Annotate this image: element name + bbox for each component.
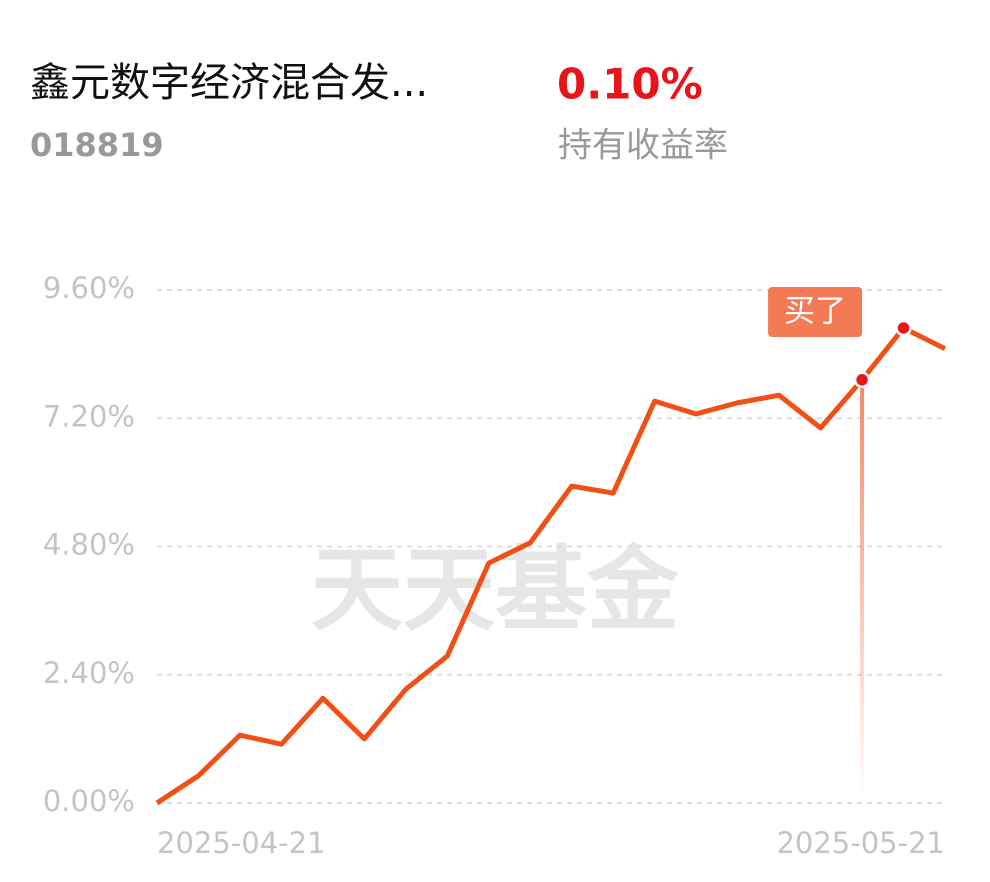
x-tick-label: 2025-04-21 bbox=[157, 826, 326, 860]
max-point bbox=[895, 319, 912, 337]
buy-tag: 买了 bbox=[784, 294, 846, 330]
fund-title: 鑫元数字经济混合发... bbox=[30, 60, 428, 106]
watermark: 天天基金 bbox=[311, 536, 680, 643]
return-label: 持有收益率 bbox=[558, 126, 728, 166]
line bbox=[155, 325, 947, 806]
return-value: 0.10% bbox=[557, 60, 703, 109]
x-tick-label: 2025-05-21 bbox=[776, 826, 945, 860]
y-tick-label: 2.40% bbox=[43, 656, 135, 690]
y-tick-label: 9.60% bbox=[43, 271, 135, 305]
fund-code: 018819 bbox=[30, 126, 164, 164]
y-tick-label: 7.20% bbox=[43, 399, 135, 433]
y-tick-label: 4.80% bbox=[43, 528, 135, 562]
buy-tag-box bbox=[768, 287, 863, 337]
y-tick-label: 0.00% bbox=[43, 784, 135, 818]
buy-point bbox=[853, 371, 871, 389]
buy-line bbox=[860, 379, 865, 803]
